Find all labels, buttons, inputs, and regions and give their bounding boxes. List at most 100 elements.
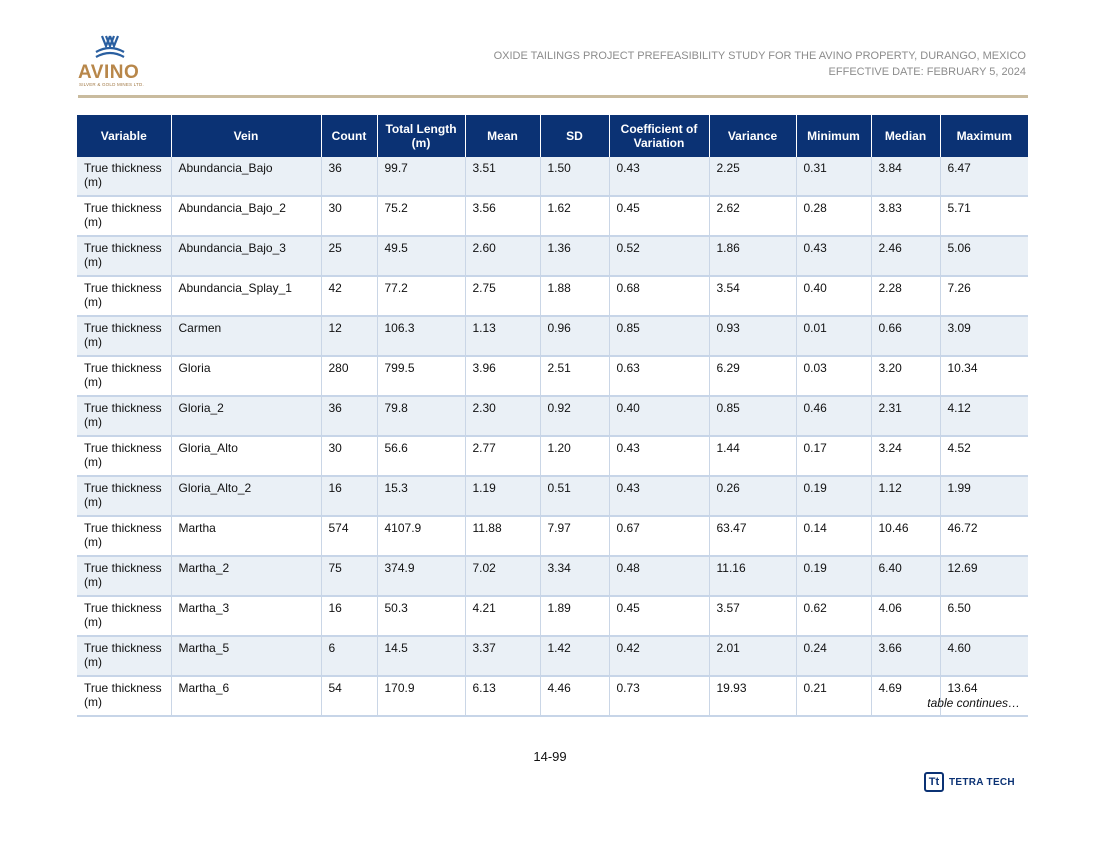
table-cell: 6.47 [940, 157, 1028, 197]
column-header: Count [321, 115, 378, 157]
table-row: True thickness (m) Abundancia_Splay_1 42 77… [77, 276, 1028, 317]
column-header: Median [871, 115, 941, 157]
table-cell: 3.37 [465, 636, 541, 677]
table-cell: True thickness (m) [77, 596, 172, 637]
column-header: Minimum [796, 115, 872, 157]
table-cell: 1.99 [940, 476, 1028, 517]
table-cell: 19.93 [709, 676, 797, 717]
tetra-tech-wordmark: TETRA TECH [949, 776, 1015, 788]
table-cell: 2.60 [465, 236, 541, 277]
tetra-tech-logo: Tt TETRA TECH [924, 772, 1015, 792]
table-cell: 374.9 [377, 556, 466, 597]
table-cell: 0.51 [540, 476, 610, 517]
table-row: True thickness (m) Martha_2 75 374.9 7.02 3.3… [77, 556, 1028, 597]
table-cell: 6.40 [871, 556, 941, 597]
table-cell: True thickness (m) [77, 636, 172, 677]
table-cell: 0.43 [609, 157, 710, 197]
table-cell: 5.06 [940, 236, 1028, 277]
table-row: True thickness (m) Martha_3 16 50.3 4.21 1.89… [77, 596, 1028, 637]
table-cell: 1.42 [540, 636, 610, 677]
table-cell: 0.42 [609, 636, 710, 677]
table-cell: 36 [321, 157, 378, 197]
table-cell: 0.46 [796, 396, 872, 437]
table-cell: 799.5 [377, 356, 466, 397]
table-cell: 1.44 [709, 436, 797, 477]
table-cell: 2.51 [540, 356, 610, 397]
table-cell: 280 [321, 356, 378, 397]
table-cell: 574 [321, 516, 378, 557]
table-cell: 3.09 [940, 316, 1028, 357]
table-cell: 75 [321, 556, 378, 597]
table-row: True thickness (m) Martha_6 54 170.9 6.13 4.4… [77, 676, 1028, 717]
table-cell: 0.31 [796, 157, 872, 197]
column-header: Variable [77, 115, 172, 157]
table-cell: True thickness (m) [77, 196, 172, 237]
table-cell: 0.92 [540, 396, 610, 437]
table-row: True thickness (m) Abundancia_Bajo_3 25 49.… [77, 236, 1028, 277]
table-cell: 16 [321, 476, 378, 517]
table-cell: 1.88 [540, 276, 610, 317]
table-cell: 3.24 [871, 436, 941, 477]
table-cell: 3.34 [540, 556, 610, 597]
table-cell: 3.51 [465, 157, 541, 197]
column-header: Maximum [940, 115, 1028, 157]
table-cell: Martha [171, 516, 322, 557]
table-cell: 77.2 [377, 276, 466, 317]
table-cell: 0.19 [796, 476, 872, 517]
table-cell: True thickness (m) [77, 356, 172, 397]
table-cell: Abundancia_Bajo_3 [171, 236, 322, 277]
table-cell: Martha_3 [171, 596, 322, 637]
table-cell: 14.5 [377, 636, 466, 677]
table-row: True thickness (m) Gloria 280 799.5 3.96 2.51… [77, 356, 1028, 397]
table-cell: 0.48 [609, 556, 710, 597]
table-row: True thickness (m) Martha 574 4107.9 11.88 7.… [77, 516, 1028, 557]
table-cell: 6.29 [709, 356, 797, 397]
table-cell: 2.30 [465, 396, 541, 437]
table-cell: 3.57 [709, 596, 797, 637]
table-cell: 1.50 [540, 157, 610, 197]
tetra-tech-mark-icon: Tt [924, 772, 944, 792]
table-cell: True thickness (m) [77, 396, 172, 437]
table-cell: Gloria_Alto [171, 436, 322, 477]
table-cell: 2.46 [871, 236, 941, 277]
table-cell: 4.46 [540, 676, 610, 717]
table-cell: 0.01 [796, 316, 872, 357]
table-cell: 0.67 [609, 516, 710, 557]
table-cell: 2.01 [709, 636, 797, 677]
table-cell: 99.7 [377, 157, 466, 197]
table-row: True thickness (m) Martha_5 6 14.5 3.37 1.42 0… [77, 636, 1028, 677]
table-cell: 49.5 [377, 236, 466, 277]
table-cell: True thickness (m) [77, 276, 172, 317]
table-row: True thickness (m) Abundancia_Bajo_2 30 75.… [77, 196, 1028, 237]
table-cell: 1.86 [709, 236, 797, 277]
column-header: Mean [465, 115, 541, 157]
table-cell: 15.3 [377, 476, 466, 517]
table-cell: 0.43 [609, 476, 710, 517]
logo-wordmark: AVINO [78, 62, 140, 83]
table-cell: 0.14 [796, 516, 872, 557]
table-cell: 0.43 [609, 436, 710, 477]
table-cell: 1.13 [465, 316, 541, 357]
table-cell: 2.75 [465, 276, 541, 317]
table-cell: True thickness (m) [77, 516, 172, 557]
table-cell: 1.12 [871, 476, 941, 517]
page-number: 14-99 [533, 749, 567, 764]
table-cell: True thickness (m) [77, 316, 172, 357]
table-cell: 0.63 [609, 356, 710, 397]
table-cell: Gloria_2 [171, 396, 322, 437]
table-cell: 0.66 [871, 316, 941, 357]
table-cell: 4107.9 [377, 516, 466, 557]
table-cell: 0.21 [796, 676, 872, 717]
table-cell: 0.73 [609, 676, 710, 717]
table-cell: 2.62 [709, 196, 797, 237]
table-cell: 3.96 [465, 356, 541, 397]
table-cell: 1.62 [540, 196, 610, 237]
header-title: OXIDE TAILINGS PROJECT PREFEASIBILITY ST… [493, 50, 1026, 62]
table-cell: 1.20 [540, 436, 610, 477]
table-cell: 6.50 [940, 596, 1028, 637]
table-cell: Abundancia_Splay_1 [171, 276, 322, 317]
table-cell: 56.6 [377, 436, 466, 477]
table-row: True thickness (m) Gloria_Alto_2 16 15.3 1.1… [77, 476, 1028, 517]
table-cell: True thickness (m) [77, 556, 172, 597]
table-cell: 30 [321, 196, 378, 237]
